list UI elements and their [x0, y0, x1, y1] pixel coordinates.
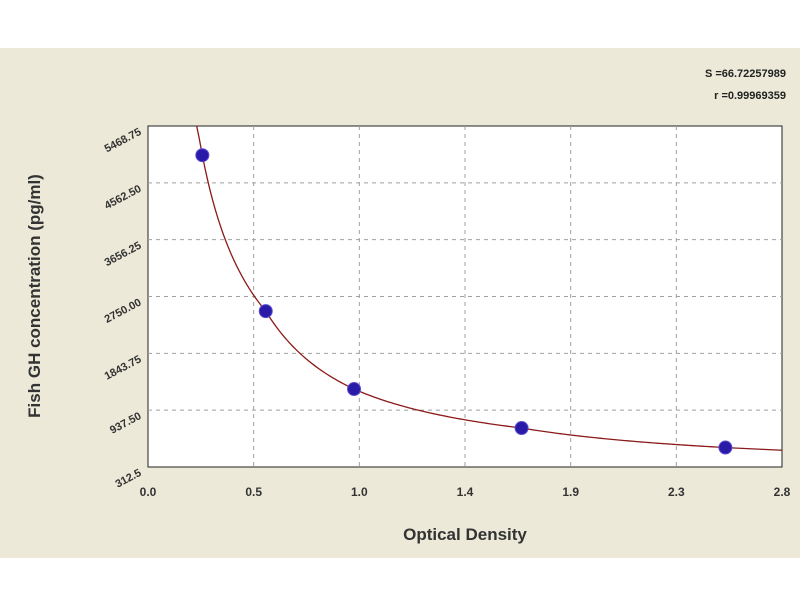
x-axis-title: Optical Density: [403, 525, 527, 544]
x-tick-labels: 0.0 0.5 1.0 1.4 1.9 2.3 2.8: [140, 485, 791, 499]
y-tick-label: 3656.25: [103, 240, 144, 269]
stat-r: r =0.99969359: [714, 90, 786, 102]
fit-curve-group: [196, 125, 783, 451]
x-tick-label: 2.8: [774, 485, 791, 499]
data-point: [258, 304, 273, 319]
y-tick-label: 5468.75: [103, 126, 144, 155]
x-tick-label: 1.4: [457, 485, 474, 499]
x-tick-label: 2.3: [668, 485, 685, 499]
y-tick-label: 4562.50: [103, 183, 144, 212]
y-tick-label: 1843.75: [103, 353, 144, 382]
y-tick-label: 2750.00: [103, 297, 144, 326]
fit-curve: [196, 125, 783, 451]
x-tick-label: 0.5: [245, 485, 262, 499]
x-tick-label: 1.9: [562, 485, 579, 499]
x-tick-label: 1.0: [351, 485, 368, 499]
stat-s: S =66.72257989: [704, 68, 786, 80]
x-tick-label: 0.0: [140, 485, 157, 499]
data-points: [195, 148, 733, 455]
grid-lines: [148, 126, 782, 467]
data-point: [514, 421, 529, 436]
y-tick-label: 937.50: [108, 410, 143, 436]
y-axis-title: Fish GH concentration (pg/ml): [25, 174, 44, 418]
y-tick-labels: 312.5937.501843.752750.003656.254562.505…: [103, 126, 144, 491]
data-point: [195, 148, 210, 163]
data-point: [718, 440, 733, 455]
data-point: [347, 382, 362, 397]
